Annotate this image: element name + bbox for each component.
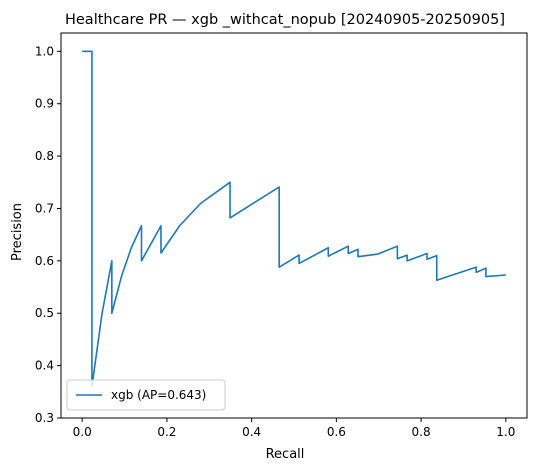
x-tick-label: 1.0	[496, 425, 515, 439]
x-tick-label: 0.6	[327, 425, 346, 439]
y-tick-label: 0.7	[35, 201, 54, 215]
x-tick-label: 0.4	[242, 425, 261, 439]
y-tick-label: 0.8	[35, 149, 54, 163]
legend: xgb (AP=0.643)	[66, 379, 226, 411]
axes: 0.0 0.2 0.4 0.6 0.8 1.0 0.3 0.4 0.5 0.6 0.7 0.8 0.9 1…	[35, 32, 528, 439]
y-tick-label: 0.6	[35, 254, 54, 268]
y-tick-label: 0.3	[35, 411, 54, 425]
series-line-0	[82, 50, 506, 388]
axes-frame	[60, 32, 528, 419]
y-tick-label: 0.4	[35, 359, 54, 373]
x-tick-label: 0.0	[73, 425, 92, 439]
legend-box	[66, 379, 226, 411]
y-axis-label: Precision	[10, 203, 25, 261]
legend-label: xgb (AP=0.643)	[111, 388, 206, 402]
x-tick-label: 0.8	[412, 425, 431, 439]
x-axis-label: Recall	[266, 447, 305, 462]
y-tick-label: 0.5	[35, 306, 54, 320]
chart-title: Healthcare PR — xgb _withcat_nopub [2024…	[65, 12, 505, 28]
y-tick-label: 1.0	[35, 44, 54, 58]
plot-area	[82, 50, 506, 388]
x-tick-label: 0.2	[157, 425, 176, 439]
y-tick-label: 0.9	[35, 97, 54, 111]
